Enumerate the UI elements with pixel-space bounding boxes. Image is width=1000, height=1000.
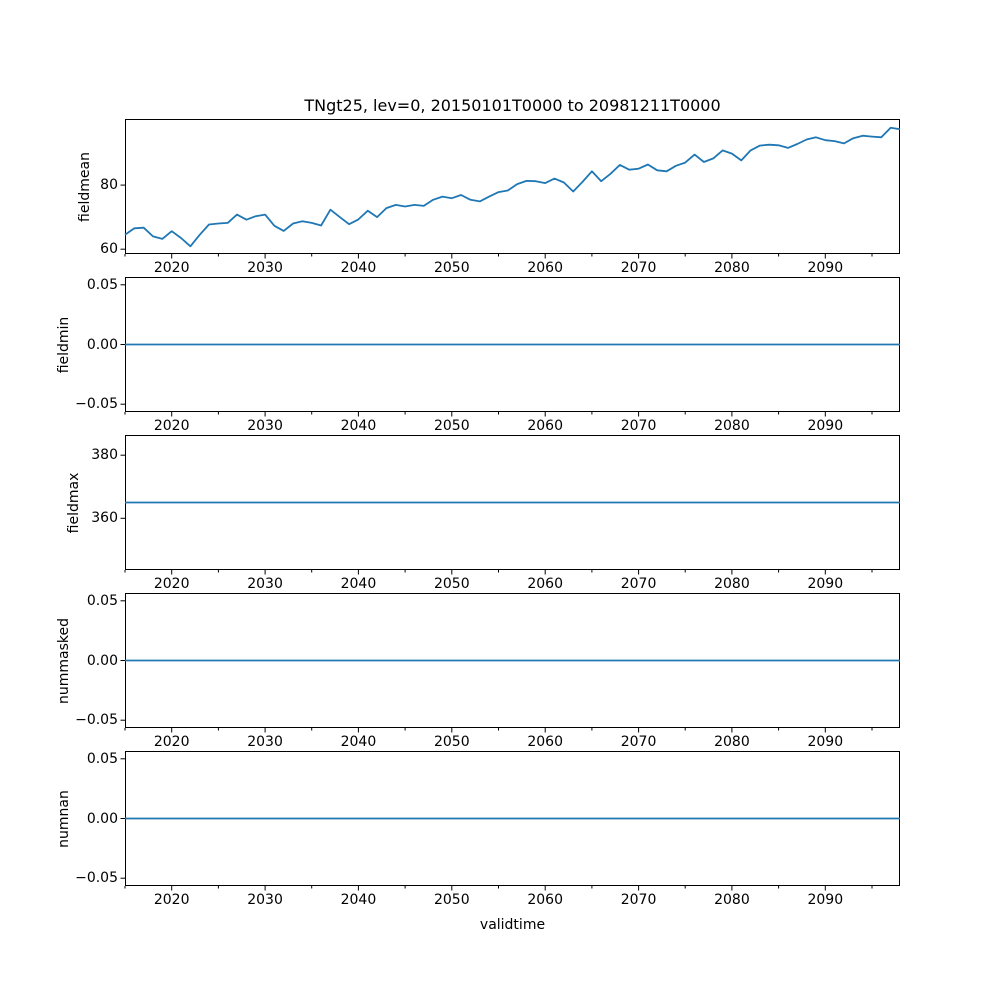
- x-tick-label: 2080: [714, 418, 750, 434]
- x-tick-label: 2080: [714, 576, 750, 592]
- subplot-fieldmin: [120, 277, 900, 417]
- x-tick-label: 2020: [153, 576, 190, 592]
- y-tick-label: 0.05: [86, 592, 118, 609]
- figure-title: TNgt25, lev=0, 20150101T0000 to 20981211…: [304, 96, 721, 115]
- y-tick-label: 0.05: [86, 276, 118, 293]
- x-tick-label: 2050: [433, 734, 470, 750]
- x-tick-label: 2050: [433, 260, 470, 276]
- x-tick-label: 2080: [714, 260, 750, 276]
- x-tick-label: 2060: [527, 892, 563, 908]
- y-axis-label-nummasked: nummasked: [56, 617, 72, 704]
- x-tick-label: 2060: [527, 418, 563, 434]
- x-tick-label: 2060: [527, 576, 563, 592]
- x-tick-label: 2030: [247, 734, 283, 750]
- y-tick-label: −0.05: [75, 396, 118, 413]
- x-tick-label: 2070: [620, 892, 657, 908]
- y-axis-label-fieldmax: fieldmax: [66, 472, 82, 533]
- y-tick-label: −0.05: [75, 870, 118, 887]
- fieldmean-line: [124, 126, 901, 248]
- x-tick-label: 2040: [340, 418, 377, 434]
- x-tick-label: 2020: [153, 892, 190, 908]
- x-tick-label: 2040: [340, 734, 377, 750]
- x-tick-label: 2050: [433, 576, 470, 592]
- subplot-fieldmax: [120, 435, 900, 575]
- x-tick-label: 2040: [340, 576, 377, 592]
- x-tick-label: 2090: [807, 576, 844, 592]
- subplot-nummasked: [120, 593, 900, 733]
- x-tick-label: 2070: [620, 576, 657, 592]
- x-axis-label: validtime: [479, 917, 546, 933]
- x-tick-label: 2070: [620, 418, 657, 434]
- x-tick-label: 2050: [433, 418, 470, 434]
- subplot-numnan: [120, 751, 900, 891]
- y-tick-label: 0.00: [86, 336, 118, 353]
- y-tick-label: 60: [100, 241, 118, 258]
- x-tick-label: 2060: [527, 734, 563, 750]
- x-tick-label: 2070: [620, 260, 657, 276]
- x-tick-label: 2080: [714, 892, 750, 908]
- subplot-fieldmean: [120, 119, 901, 259]
- x-tick-label: 2040: [340, 892, 377, 908]
- subplot-nummasked-canvas: [120, 593, 900, 733]
- y-tick-label: 380: [91, 447, 118, 464]
- subplot-numnan-canvas: [120, 751, 900, 891]
- y-tick-label: 80: [100, 177, 118, 194]
- subplot-fieldmin-canvas: [120, 277, 900, 417]
- x-tick-label: 2020: [153, 418, 190, 434]
- y-axis-label-fieldmean: fieldmean: [77, 151, 93, 222]
- x-tick-label: 2030: [247, 576, 283, 592]
- y-tick-label: 0.05: [86, 750, 118, 767]
- x-tick-label: 2070: [620, 734, 657, 750]
- x-tick-label: 2020: [153, 734, 190, 750]
- axes-spines: [125, 119, 900, 254]
- y-tick-label: −0.05: [75, 712, 118, 729]
- x-tick-label: 2060: [527, 260, 563, 276]
- x-tick-label: 2030: [247, 418, 283, 434]
- x-tick-label: 2090: [807, 892, 844, 908]
- x-tick-label: 2040: [340, 260, 377, 276]
- y-tick-label: 0.00: [86, 810, 118, 827]
- x-tick-label: 2030: [247, 892, 283, 908]
- x-tick-label: 2090: [807, 260, 844, 276]
- x-tick-label: 2090: [807, 418, 844, 434]
- x-tick-label: 2020: [153, 260, 190, 276]
- x-tick-label: 2050: [433, 892, 470, 908]
- x-tick-label: 2090: [807, 734, 844, 750]
- subplot-fieldmean-canvas: [120, 119, 901, 259]
- y-axis-label-numnan: numnan: [56, 789, 72, 848]
- subplot-fieldmax-canvas: [120, 435, 900, 575]
- y-axis-label-fieldmin: fieldmin: [56, 316, 72, 373]
- y-tick-label: 0.00: [86, 652, 118, 669]
- y-tick-label: 360: [91, 510, 118, 527]
- x-tick-label: 2080: [714, 734, 750, 750]
- x-tick-label: 2030: [247, 260, 283, 276]
